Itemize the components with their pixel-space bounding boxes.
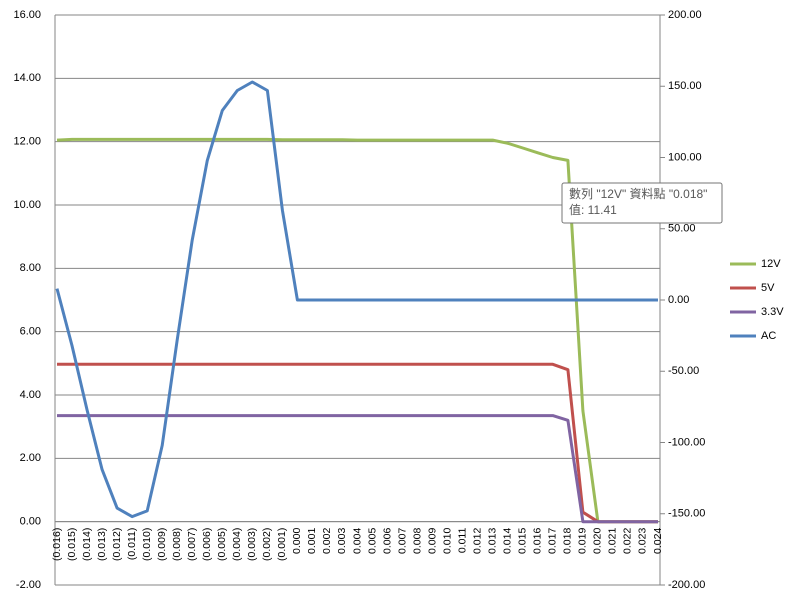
x-tick-label: 0.013 [487, 528, 499, 554]
legend-label: 12V [761, 258, 781, 270]
x-tick-label: 0.008 [411, 528, 423, 554]
series-line [57, 362, 658, 524]
y2-tick-label: 150.00 [668, 80, 702, 92]
y-tick-label: 12.00 [13, 136, 41, 148]
x-tick-label: 0.023 [637, 528, 649, 554]
y2-tick-label: -200.00 [668, 579, 705, 591]
series-line [57, 414, 658, 524]
x-tick-label: (0.013) [96, 528, 108, 561]
tooltip-text: 值: 11.41 [569, 202, 617, 217]
y2-tick-label: 0.00 [668, 294, 689, 306]
y2-tick-label: 50.00 [668, 223, 696, 235]
x-tick-label: 0.019 [577, 528, 589, 554]
x-tick-label: 0.015 [517, 528, 529, 554]
legend-label: AC [761, 330, 776, 342]
x-tick-label: 0.005 [366, 528, 378, 554]
x-tick-label: 0.002 [321, 528, 333, 554]
legend-label: 5V [761, 282, 775, 294]
y2-tick-label: -50.00 [668, 365, 699, 377]
x-tick-label: (0.010) [141, 528, 153, 561]
y2-tick-label: 100.00 [668, 151, 702, 163]
x-tick-label: (0.001) [276, 528, 288, 561]
y-tick-label: 16.00 [13, 9, 41, 21]
series-line [55, 80, 658, 519]
y2-tick-label: 200.00 [668, 9, 702, 21]
x-tick-label: (0.005) [216, 528, 228, 561]
x-tick-label: 0.022 [622, 528, 634, 554]
y-tick-label: 0.00 [20, 516, 41, 528]
x-tick-label: 0.021 [607, 528, 619, 554]
y2-tick-label: -100.00 [668, 436, 705, 448]
x-tick-label: (0.007) [186, 528, 198, 561]
y-tick-label: 8.00 [20, 262, 41, 274]
tooltip [561, 182, 723, 224]
y-tick-label: 2.00 [20, 452, 41, 464]
x-tick-label: (0.011) [126, 528, 138, 561]
x-tick-label: (0.016) [51, 528, 63, 561]
x-tick-label: 0.000 [291, 528, 303, 554]
x-tick-label: 0.012 [471, 528, 483, 554]
x-tick-label: 0.003 [336, 528, 348, 554]
x-tick-label: 0.018 [562, 528, 574, 554]
x-tick-label: (0.003) [246, 528, 258, 561]
series-line [56, 137, 658, 524]
x-tick-label: 0.004 [351, 528, 363, 554]
x-tick-label: 0.011 [456, 528, 468, 554]
y-tick-label: 10.00 [13, 199, 41, 211]
x-tick-label: 0.020 [592, 528, 604, 554]
x-tick-label: 0.007 [396, 528, 408, 554]
x-tick-label: (0.009) [156, 528, 168, 561]
y-tick-label: 4.00 [20, 389, 41, 401]
x-tick-label: 0.017 [547, 528, 559, 554]
y-tick-label: -2.00 [16, 579, 41, 591]
y2-tick-label: -150.00 [668, 508, 705, 520]
x-tick-label: (0.014) [81, 528, 93, 561]
x-tick-label: 0.001 [306, 528, 318, 554]
legend-label: 3.3V [761, 306, 784, 318]
tooltip-text: 數列 "12V" 資料點 "0.018" [569, 187, 707, 201]
x-tick-label: 0.009 [426, 528, 438, 554]
x-tick-label: (0.006) [201, 528, 213, 561]
x-tick-label: 0.006 [381, 528, 393, 554]
x-tick-label: (0.004) [231, 528, 243, 561]
y-tick-label: 14.00 [13, 72, 41, 84]
x-tick-label: 0.014 [502, 528, 514, 554]
x-tick-label: 0.010 [441, 528, 453, 554]
x-tick-label: 0.016 [532, 528, 544, 554]
x-tick-label: (0.012) [111, 528, 123, 561]
x-tick-label: (0.002) [261, 528, 273, 561]
y-tick-label: 6.00 [20, 326, 41, 338]
x-tick-label: 0.024 [652, 528, 664, 554]
x-tick-label: (0.015) [66, 528, 78, 561]
x-tick-label: (0.008) [171, 528, 183, 561]
